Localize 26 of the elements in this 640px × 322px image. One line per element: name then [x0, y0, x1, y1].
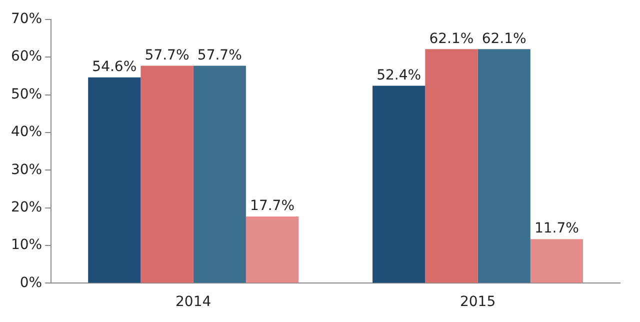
y-tick-label: 70%	[10, 11, 42, 28]
data-label: 54.6%	[92, 59, 137, 76]
data-label: 62.1%	[482, 30, 526, 47]
data-label: 62.1%	[429, 30, 474, 47]
y-tick-label: 30%	[10, 162, 42, 178]
bar	[478, 49, 530, 283]
data-label: 57.7%	[197, 47, 242, 64]
x-tick-label: 2014	[176, 294, 212, 310]
bar	[372, 86, 426, 283]
y-tick-label: 10%	[10, 237, 42, 254]
x-tick-label: 2015	[460, 294, 496, 310]
data-label: 52.4%	[376, 67, 422, 84]
bar	[425, 49, 478, 283]
bar	[530, 239, 584, 283]
bar	[88, 77, 141, 283]
data-label: 17.7%	[250, 198, 295, 214]
y-tick-label: 20%	[10, 199, 42, 216]
y-tick-label: 50%	[10, 86, 42, 102]
y-tick-label: 0%	[20, 274, 42, 291]
data-label: 57.7%	[144, 47, 190, 64]
y-tick-label: 40%	[10, 124, 42, 140]
y-tick-label: 60%	[10, 48, 42, 65]
bar	[140, 66, 194, 283]
data-label: 11.7%	[534, 220, 579, 237]
bar	[193, 66, 246, 283]
bar	[246, 216, 299, 283]
